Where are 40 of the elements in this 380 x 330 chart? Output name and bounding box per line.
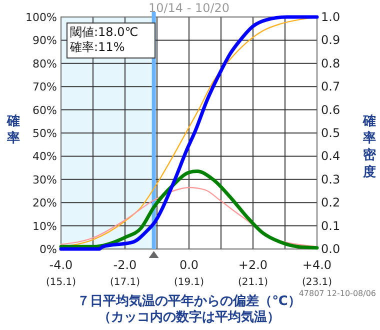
y2-tick-label: 0.0 [321,242,340,256]
text: (17.1) [110,277,140,288]
text: (15.1) [46,277,76,288]
text: (21.1) [238,277,268,288]
annotation: 閾値:18.0℃ [70,25,138,39]
chart-title: 10/14 - 10/20 [148,1,230,15]
x-axis-title: ７日平均気温の平年からの偏差（℃）（カッコ内の数字は平均気温） [77,294,301,325]
y-tick-label: 60% [32,104,57,117]
y2-tick-label: 1.0 [321,10,340,24]
x-tick-label: -4.0 [49,258,73,272]
line-series [59,170,319,250]
x-tick-label: 0.0 [179,258,199,272]
y-tick-label: 70% [32,80,57,94]
y2-tick-label: 0.4 [321,149,340,164]
y2-tick-label: 0.2 [321,196,340,210]
y-tick-label: 0% [40,243,57,256]
y-tick-label: 10% [32,220,57,233]
y-axis-title: 確率 [6,114,20,146]
y2-tick-label: 0.8 [321,56,340,70]
y-tick-label: 80% [32,57,57,70]
y2-tick-label: 0.9 [321,33,340,48]
y-tick-label: 50% [32,127,57,140]
y-tick-label: 20% [32,196,57,210]
y-tick-label: 100% [26,11,57,24]
y-tick-label: 30% [32,173,57,186]
x-tick-label: +2.0 [238,258,268,272]
x-tick-label: -2.0 [113,258,137,272]
text: (23.1) [302,277,332,288]
y2-tick-label: 0.7 [321,80,340,94]
y2-axis-title: 確率密度 [362,114,377,180]
y-tick-label: 40% [32,150,57,164]
y-tick-label: 90% [32,34,57,48]
y2-tick-label: 0.6 [321,102,340,117]
y2-tick-label: 0.3 [321,172,340,186]
annotation: 確率:11% [69,40,125,54]
x-tick-label: +4.0 [302,258,332,272]
y2-tick-label: 0.5 [321,126,340,140]
y2-tick-label: 0.1 [321,218,340,233]
text: (19.1) [174,277,204,288]
text: 47807 12-10-08/06 [298,289,376,298]
